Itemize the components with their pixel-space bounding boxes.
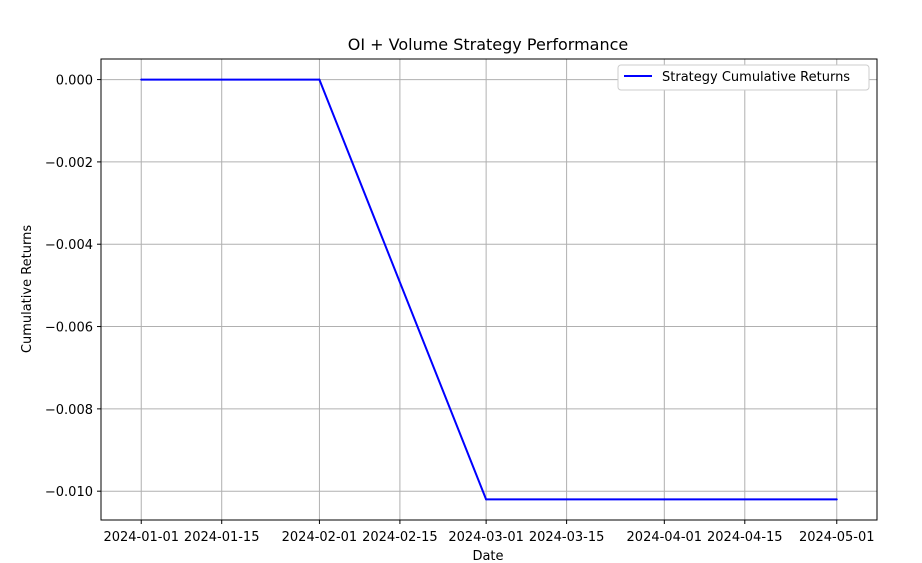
legend-box: [617, 64, 870, 91]
x-tick-label: 2024-03-01: [448, 530, 524, 545]
series-lines: [140, 78, 838, 501]
legend: Strategy Cumulative Returns: [617, 64, 870, 91]
plot-frame: [100, 58, 878, 521]
y-tick-label: −0.008: [45, 403, 93, 418]
x-axis: 2024-01-01 2024-01-15 2024-02-01 2024-02-15…: [103, 520, 875, 545]
x-tick-label: 2024-01-15: [184, 530, 260, 545]
chart-title: OI + Volume Strategy Performance: [348, 35, 629, 54]
data-point: [663, 498, 666, 501]
x-tick-label: 2024-01-01: [103, 530, 179, 545]
x-tick-label: 2024-04-15: [707, 530, 783, 545]
data-point: [140, 78, 143, 81]
y-axis: 0.000 −0.002 −0.004 −0.006 −0.008 −0.010: [45, 74, 101, 500]
y-tick-label: −0.004: [45, 238, 93, 253]
x-tick-label: 2024-04-01: [627, 530, 703, 545]
x-tick-label: 2024-02-01: [282, 530, 358, 545]
legend-label: Strategy Cumulative Returns: [662, 70, 850, 85]
y-tick-label: −0.002: [45, 156, 93, 171]
y-tick-label: 0.000: [56, 74, 93, 89]
y-tick-label: −0.010: [45, 485, 93, 500]
y-axis-label: Cumulative Returns: [20, 225, 35, 353]
data-point: [835, 498, 838, 501]
data-point: [485, 498, 488, 501]
y-tick-label: −0.006: [45, 321, 93, 336]
x-tick-label: 2024-03-15: [529, 530, 605, 545]
x-tick-label: 2024-02-15: [362, 530, 438, 545]
x-tick-label: 2024-05-01: [799, 530, 875, 545]
x-axis-label: Date: [472, 549, 503, 563]
data-point: [318, 78, 321, 81]
